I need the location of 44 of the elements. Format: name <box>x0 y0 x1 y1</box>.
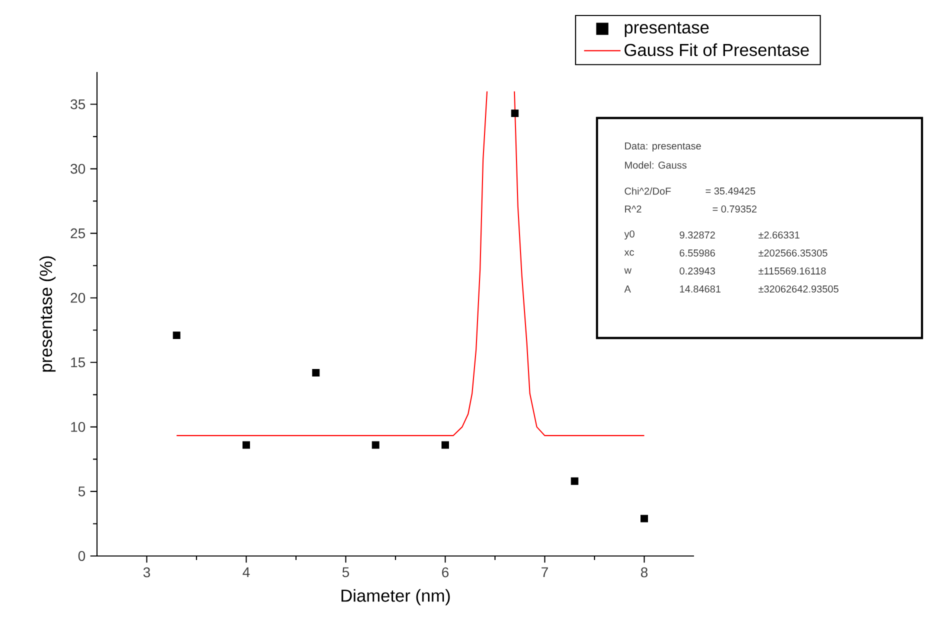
annotation: 14.84681 <box>680 285 720 293</box>
annotation: Chi^2/DoF <box>624 187 671 195</box>
annotation: 9.32872 <box>680 231 715 239</box>
text: ±202566.35305 <box>758 249 828 257</box>
y-tick-label: 20 <box>70 292 86 303</box>
annotation: 6.55986 <box>680 249 715 257</box>
annotation: w <box>624 268 632 274</box>
text: ±2.66331 <box>758 231 800 239</box>
annotation: A <box>624 286 631 292</box>
annotation: 0.23943 <box>680 267 715 275</box>
x-tick-label: 3 <box>143 567 150 578</box>
point <box>570 477 578 485</box>
x-tick-label: 7 <box>542 567 548 578</box>
legend-label: presentase <box>624 22 709 37</box>
annotation: Model: Gauss <box>625 161 687 169</box>
annotation: Data: presentase <box>625 142 701 152</box>
text: = 0.79352 <box>712 205 757 213</box>
legend-label: Gauss Fit of Presentase <box>624 43 809 56</box>
annotation: R^2 <box>625 206 642 212</box>
x-tick-label: 8 <box>640 567 648 578</box>
point <box>312 368 320 376</box>
text: ±115569.16118 <box>758 267 826 275</box>
x-tick-label: 5 <box>342 567 350 578</box>
y-tick-label: 10 <box>71 422 86 432</box>
text: = 35.49425 <box>706 187 756 195</box>
y-tick-label: 15 <box>71 358 86 368</box>
y-tick-label: 5 <box>78 486 86 496</box>
y-tick-label: 35 <box>70 99 86 110</box>
point <box>442 441 449 449</box>
text: ±32062642.93505 <box>758 285 838 293</box>
point <box>372 441 380 449</box>
annotation: y0 <box>624 230 634 240</box>
y-tick-label: 25 <box>70 228 86 238</box>
annotation: xc <box>624 250 634 256</box>
y-axis-title: presentase (%) <box>39 256 56 372</box>
x-tick-label: 4 <box>242 567 250 578</box>
point <box>640 514 648 522</box>
x-axis-title: Diameter (nm) <box>342 589 450 606</box>
point <box>242 441 250 449</box>
point <box>172 332 180 340</box>
point <box>511 110 519 118</box>
x-tick-label: 6 <box>442 567 449 578</box>
y-tick-label: 30 <box>70 164 86 174</box>
y-tick-label: 0 <box>78 551 86 561</box>
